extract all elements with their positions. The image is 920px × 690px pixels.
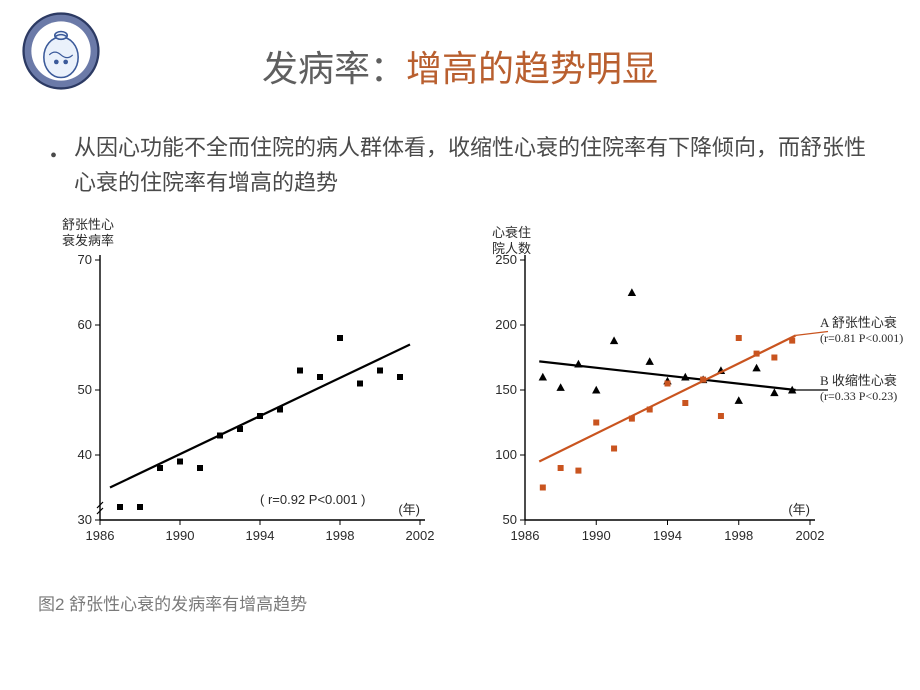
series-a-label-block: A 舒张性心衰 (r=0.81 P<0.001) xyxy=(820,315,903,346)
svg-text:50: 50 xyxy=(503,512,517,527)
series-a-stat: (r=0.81 P<0.001) xyxy=(820,331,903,346)
svg-text:心衰住: 心衰住 xyxy=(492,225,531,240)
series-a-label: A 舒张性心衰 xyxy=(820,315,903,331)
title-part2: 增高的趋势明显 xyxy=(406,49,658,89)
svg-text:( r=0.92 P<0.001 ): ( r=0.92 P<0.001 ) xyxy=(260,492,366,507)
svg-text:1990: 1990 xyxy=(582,528,611,543)
figure-caption: 图2 舒张性心衰的发病率有增高趋势 xyxy=(38,590,307,615)
slide-title: 发病率：增高的趋势明显 xyxy=(0,40,920,92)
svg-text:50: 50 xyxy=(78,382,92,397)
bullet-text: • 从因心功能不全而住院的病人群体看，收缩性心衰的住院率有下降倾向，而舒张性心衰… xyxy=(74,130,870,200)
svg-text:40: 40 xyxy=(78,447,92,462)
svg-text:舒张性心: 舒张性心 xyxy=(62,217,114,232)
svg-text:衰发病率: 衰发病率 xyxy=(62,233,114,248)
svg-text:(年): (年) xyxy=(788,502,810,517)
svg-text:1994: 1994 xyxy=(653,528,682,543)
svg-text:1986: 1986 xyxy=(511,528,540,543)
svg-text:2002: 2002 xyxy=(406,528,435,543)
series-b-stat: (r=0.33 P<0.23) xyxy=(820,389,897,404)
svg-text:200: 200 xyxy=(495,317,517,332)
svg-text:250: 250 xyxy=(495,252,517,267)
svg-text:1994: 1994 xyxy=(246,528,275,543)
svg-text:60: 60 xyxy=(78,317,92,332)
series-b-label-block: B 收缩性心衰 (r=0.33 P<0.23) xyxy=(820,373,897,404)
title-part1: 发病率： xyxy=(262,49,406,89)
bullet-marker: • xyxy=(50,140,57,172)
bullet-content: 从因心功能不全而住院的病人群体看，收缩性心衰的住院率有下降倾向，而舒张性心衰的住… xyxy=(74,135,866,195)
svg-text:(年): (年) xyxy=(398,502,420,517)
svg-text:1990: 1990 xyxy=(166,528,195,543)
svg-text:70: 70 xyxy=(78,252,92,267)
svg-text:1998: 1998 xyxy=(326,528,355,543)
svg-text:2002: 2002 xyxy=(796,528,825,543)
svg-text:1986: 1986 xyxy=(86,528,115,543)
series-b-label: B 收缩性心衰 xyxy=(820,373,897,389)
svg-text:1998: 1998 xyxy=(724,528,753,543)
svg-text:30: 30 xyxy=(78,512,92,527)
svg-text:150: 150 xyxy=(495,382,517,397)
chart-left: 舒张性心衰发病率 30 40 50 60 70 1986 1990 1994 1998 2002 (年… xyxy=(40,215,440,575)
svg-text:100: 100 xyxy=(495,447,517,462)
